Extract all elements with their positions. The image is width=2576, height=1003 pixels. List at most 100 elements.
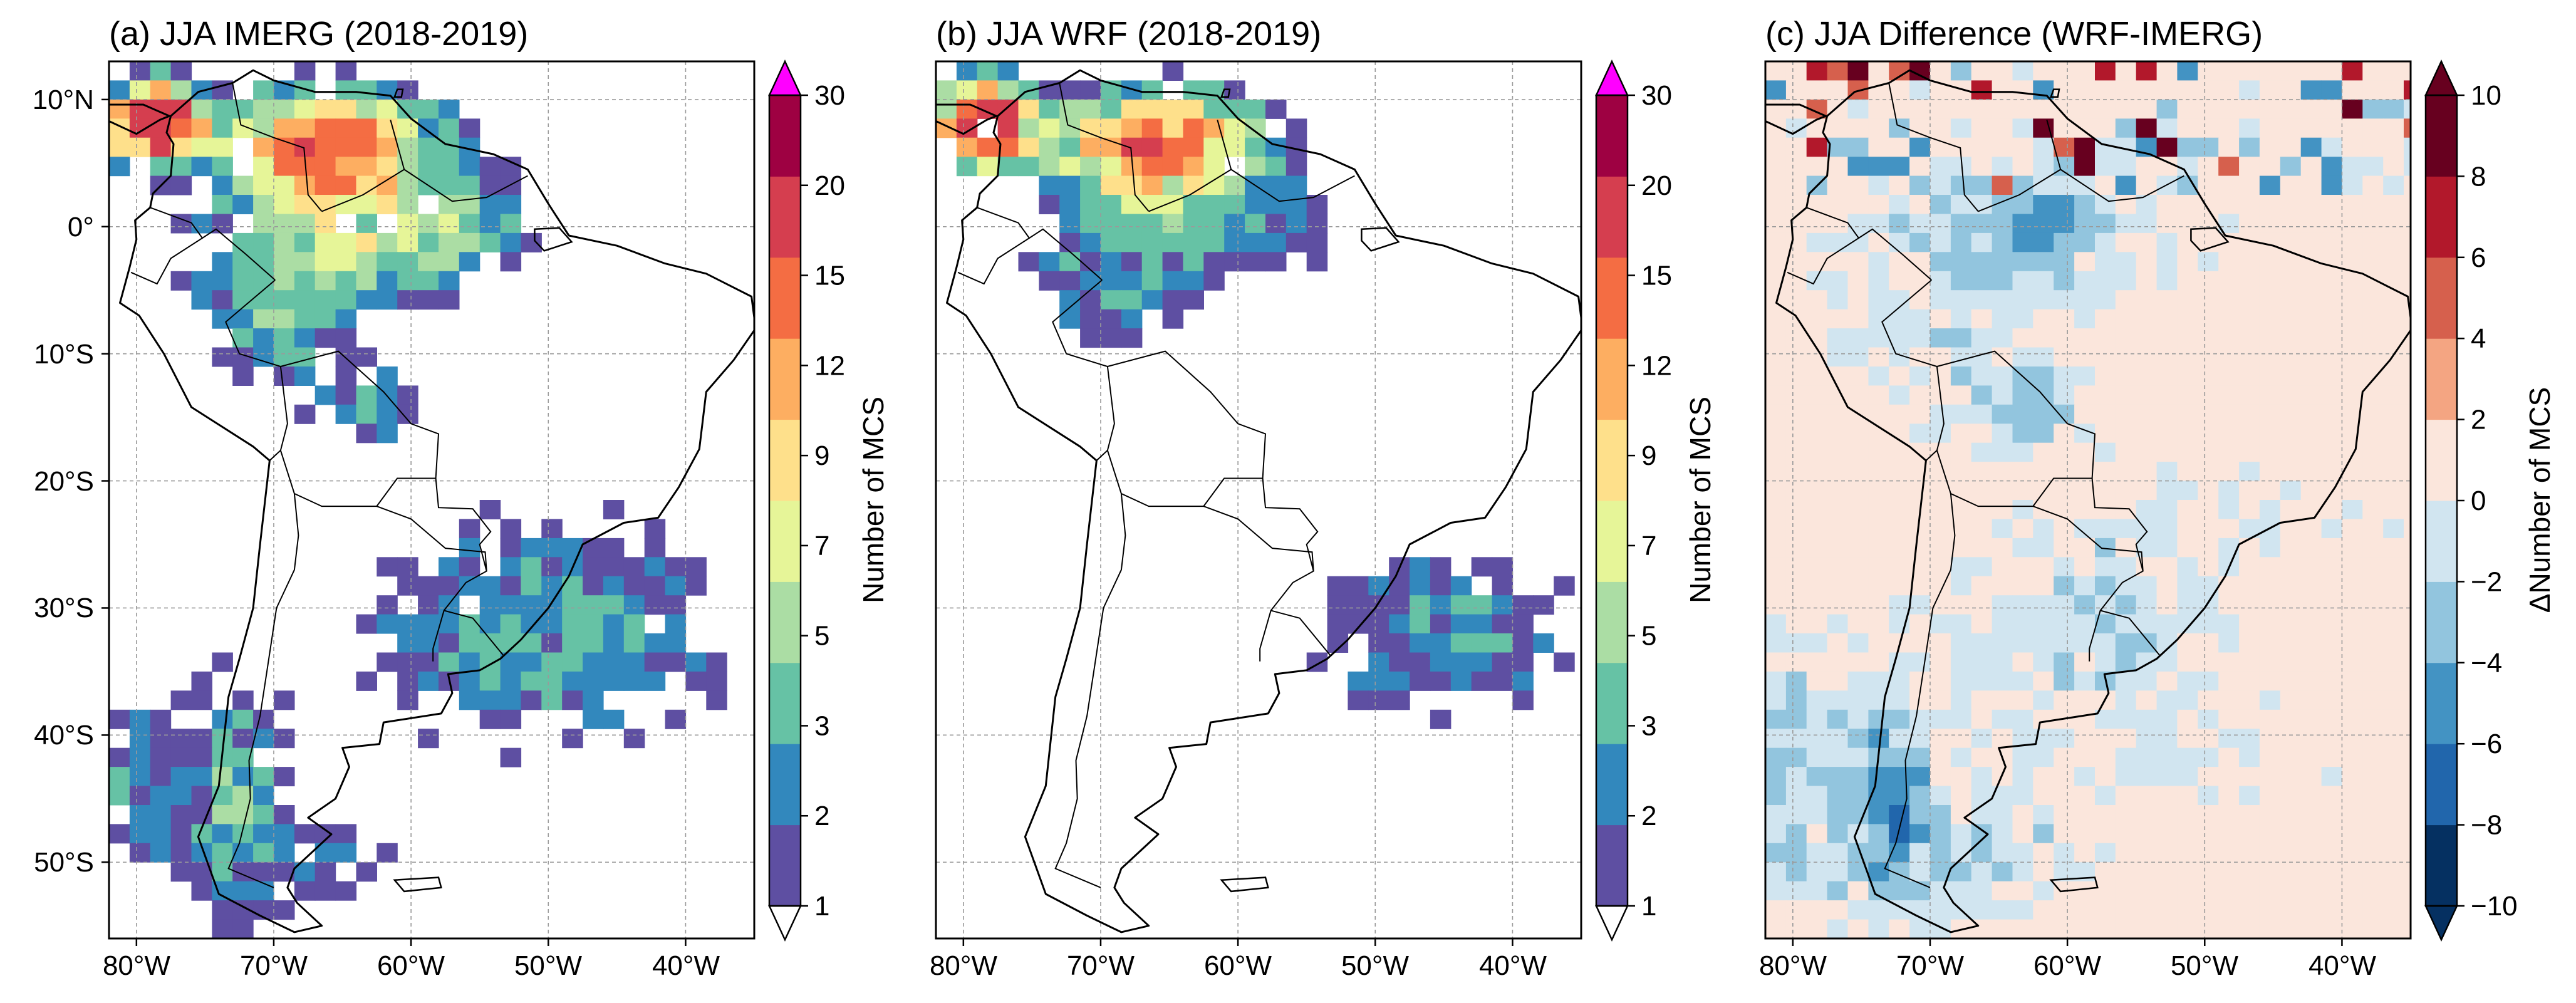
heatmap-cell (2115, 538, 2137, 558)
heatmap-cell (665, 652, 687, 672)
heatmap-cell (2321, 747, 2343, 767)
heatmap-cell (2115, 252, 2137, 272)
heatmap-cell (2136, 271, 2158, 291)
heatmap-cell (2074, 767, 2096, 787)
heatmap-cell (2259, 328, 2281, 348)
heatmap-cell (2095, 80, 2116, 100)
heatmap-cell (1785, 900, 1807, 920)
heatmap-cell (2115, 481, 2137, 501)
heatmap-cell (1909, 309, 1931, 329)
heatmap-cell (977, 61, 999, 81)
heatmap-cell (2280, 404, 2302, 424)
heatmap-cell (274, 805, 295, 824)
heatmap-cell (170, 118, 192, 138)
heatmap-cell (1785, 538, 1807, 558)
heatmap-cell (1971, 557, 1993, 577)
heatmap-cell (1909, 652, 1931, 672)
heatmap-cell (2033, 366, 2054, 386)
heatmap-cell (170, 805, 192, 824)
heatmap-cell (2177, 767, 2198, 787)
heatmap-cell (2280, 576, 2302, 596)
heatmap-cell (2218, 462, 2240, 482)
heatmap-cell (2218, 481, 2240, 501)
colorbar-tick-label: 2 (814, 801, 829, 831)
heatmap-cell (1827, 747, 1849, 767)
heatmap-cell (644, 595, 666, 615)
heatmap-cell (1868, 404, 1889, 424)
heatmap-cell (2383, 862, 2404, 882)
heatmap-cell (459, 175, 480, 195)
heatmap-cell (1847, 881, 1869, 901)
heatmap-cell (2239, 557, 2260, 577)
heatmap-cell (1930, 157, 1951, 177)
heatmap-cell (212, 824, 233, 844)
heatmap-cell (2239, 175, 2260, 195)
heatmap-cell (1827, 671, 1849, 691)
heatmap-cell (1827, 137, 1849, 157)
heatmap-cell (2404, 500, 2411, 519)
heatmap-cell (1992, 690, 2013, 710)
heatmap-cell (1348, 671, 1369, 691)
heatmap-cell (2383, 729, 2404, 749)
heatmap-cell (1806, 900, 1828, 920)
heatmap-cell (521, 671, 542, 691)
heatmap-cell (2156, 729, 2178, 749)
heatmap-cell (1765, 633, 1787, 653)
heatmap-cell (2404, 175, 2411, 195)
heatmap-cell (2156, 690, 2178, 710)
heatmap-cell (2321, 709, 2343, 729)
heatmap-cell (1868, 137, 1889, 157)
heatmap-cell (2074, 385, 2096, 405)
heatmap-cell (1101, 175, 1122, 195)
heatmap-cell (1141, 80, 1163, 100)
heatmap-cell (2218, 404, 2240, 424)
heatmap-cell (1909, 157, 1931, 177)
heatmap-cell (2033, 252, 2054, 272)
heatmap-cell (2156, 157, 2178, 177)
heatmap-cell (2342, 519, 2363, 539)
country-border (1203, 506, 1314, 662)
heatmap-cell (2218, 614, 2240, 634)
heatmap-cell (418, 290, 439, 310)
heatmap-cell (2300, 385, 2322, 405)
heatmap-cell (2198, 404, 2219, 424)
heatmap-cell (2115, 309, 2137, 329)
heatmap-cell (1847, 385, 1869, 405)
heatmap-cell (1101, 309, 1122, 329)
heatmap-cell (335, 118, 357, 138)
colorbar-tick-label: −4 (2471, 648, 2502, 678)
heatmap-cell (623, 633, 645, 653)
heatmap-cell (2362, 118, 2384, 138)
heatmap-cell (1785, 404, 1807, 424)
heatmap-cell (2239, 366, 2260, 386)
heatmap-cell (644, 652, 666, 672)
heatmap-cell (439, 99, 460, 119)
heatmap-cell (1909, 99, 1931, 119)
heatmap-cell (2218, 195, 2240, 214)
heatmap-cell (2342, 232, 2363, 252)
heatmap-cell (2362, 805, 2384, 824)
heatmap-cell (2156, 500, 2178, 519)
heatmap-cell (1285, 232, 1307, 252)
heatmap-cell (1930, 442, 1951, 462)
heatmap-cell (2177, 786, 2198, 806)
heatmap-cell (212, 919, 233, 938)
heatmap-cell (1410, 595, 1431, 615)
heatmap-cell (2095, 729, 2116, 749)
heatmap-cell (2033, 595, 2054, 615)
colorbar-segment (1596, 501, 1628, 582)
heatmap-cell (2156, 747, 2178, 767)
country-border (1936, 450, 2092, 507)
heatmap-cell (2074, 61, 2096, 81)
heatmap-cell (1992, 614, 2013, 634)
heatmap-cell (1827, 919, 1849, 938)
heatmap-cell (170, 786, 192, 806)
heatmap-cell (2054, 61, 2075, 81)
heatmap-cell (2239, 157, 2260, 177)
heatmap-cell (500, 232, 522, 252)
heatmap-cell (170, 747, 192, 767)
heatmap-cell (1348, 690, 1369, 710)
colorbar-segment (1596, 338, 1628, 420)
heatmap-cell (2054, 633, 2075, 653)
heatmap-cell (2239, 786, 2260, 806)
